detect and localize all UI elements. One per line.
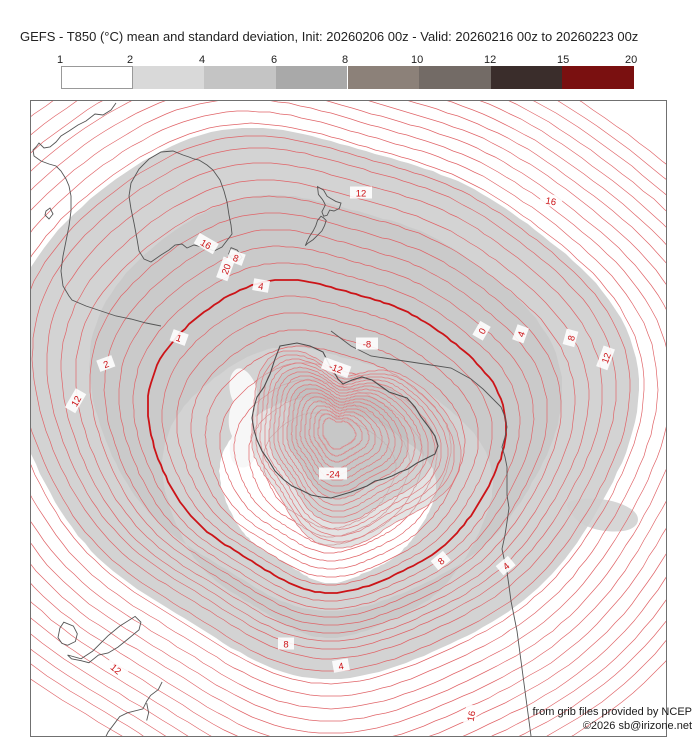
svg-text:16: 16 [545,196,557,209]
svg-text:12: 12 [356,189,367,200]
svg-text:-24: -24 [326,470,340,481]
svg-text:16: 16 [466,710,479,722]
svg-text:8: 8 [283,640,288,651]
svg-text:-8: -8 [363,340,371,351]
